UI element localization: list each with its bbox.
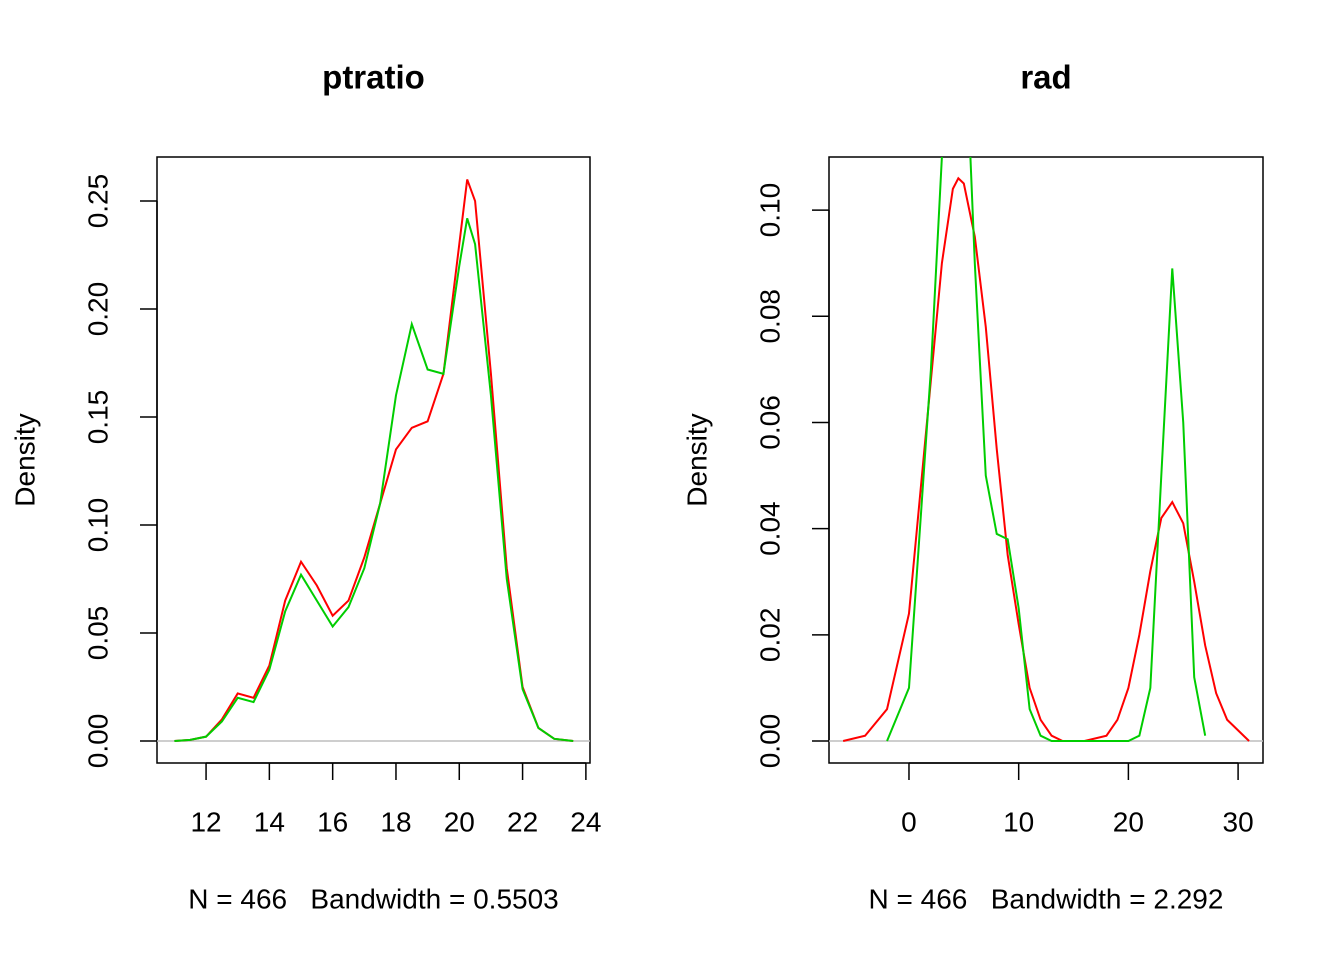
y-tick-label: 0.10 (754, 183, 785, 238)
x-tick-label: 10 (1003, 806, 1034, 837)
y-axis-label: Density (681, 413, 712, 506)
x-tick-label: 18 (380, 806, 411, 837)
x-tick-label: 20 (444, 806, 475, 837)
y-tick-label: 0.06 (754, 395, 785, 450)
y-tick-label: 0.02 (754, 608, 785, 663)
plot-box (156, 156, 591, 764)
density-line (174, 218, 574, 742)
y-tick-label: 0.00 (82, 714, 113, 769)
density-line (886, 157, 1207, 743)
y-tick-label: 0.00 (754, 714, 785, 769)
x-axis-label: N = 466 Bandwidth = 2.292 (869, 883, 1224, 914)
plot-area (174, 179, 574, 742)
plot-box (828, 156, 1264, 764)
x-tick-label: 24 (570, 806, 601, 837)
x-tick-label: 12 (190, 806, 221, 837)
y-tick-label: 0.10 (82, 498, 113, 553)
density-line (174, 179, 574, 742)
y-axis-label: Density (9, 413, 40, 506)
x-tick-label: 22 (507, 806, 538, 837)
y-tick-label: 0.08 (754, 289, 785, 344)
chart-title: rad (1020, 59, 1071, 96)
y-tick-label: 0.25 (82, 174, 113, 229)
plot-area (842, 157, 1250, 743)
y-tick-label: 0.15 (82, 390, 113, 445)
x-axis-label: N = 466 Bandwidth = 0.5503 (188, 883, 559, 914)
y-tick-label: 0.05 (82, 606, 113, 661)
density-line (842, 176, 1250, 743)
x-tick-label: 0 (901, 806, 917, 837)
x-tick-label: 16 (317, 806, 348, 837)
x-tick-label: 30 (1223, 806, 1254, 837)
y-tick-label: 0.04 (754, 501, 785, 556)
y-tick-label: 0.20 (82, 282, 113, 337)
chart-title: ptratio (322, 59, 425, 96)
x-tick-label: 20 (1113, 806, 1144, 837)
x-tick-label: 14 (254, 806, 285, 837)
